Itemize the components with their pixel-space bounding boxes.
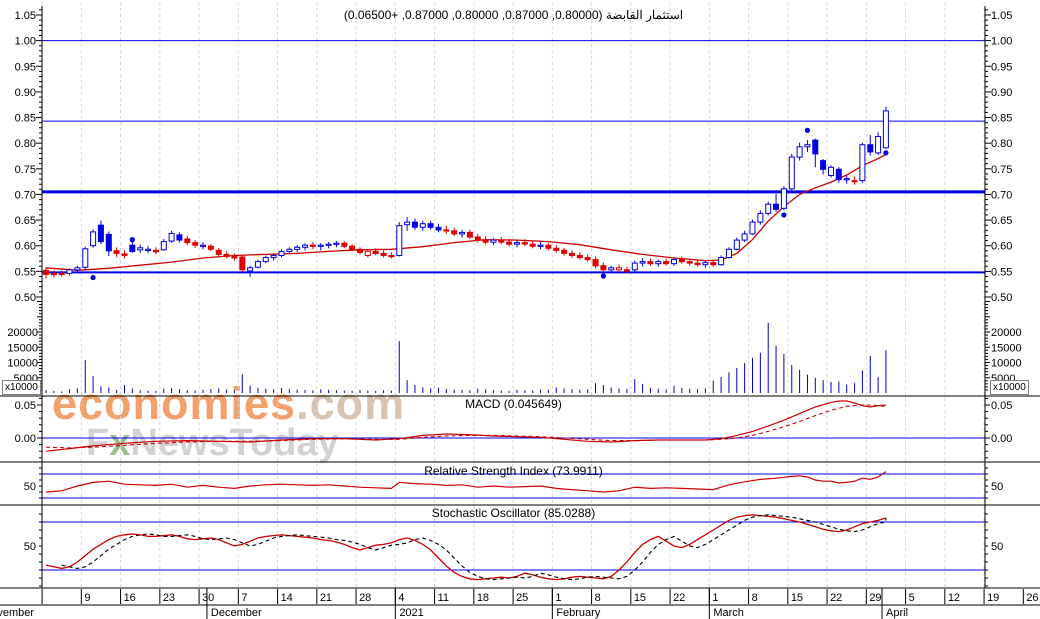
volume-axis-label-right: 15000	[991, 342, 1022, 354]
chart-title: استثمار القابضة (0.80000, 0.87000, 0.800…	[343, 8, 684, 22]
volume-scale-note-left: x10000	[2, 380, 41, 395]
stoch-k-line	[45, 514, 887, 581]
week-label: 25	[516, 592, 528, 604]
volume-axis-label-left: 20000	[7, 327, 38, 339]
week-label: 7	[241, 592, 247, 604]
macd-axis-label-left: 0.00	[15, 433, 36, 445]
stoch-pane-label: Stochastic Oscillator (85.0288)	[431, 506, 596, 520]
price-axis-label-left: 0.60	[15, 241, 36, 253]
macd-line	[45, 400, 886, 452]
week-label: 18	[477, 592, 489, 604]
month-label: November	[0, 607, 34, 619]
week-label: 9	[84, 592, 90, 604]
week-label: 22	[830, 592, 842, 604]
month-label: December	[211, 607, 262, 619]
week-label: 11	[438, 592, 449, 604]
price-axis-label-left: 1.05	[15, 10, 36, 22]
rsi-axis-label-right: 50	[991, 481, 1003, 493]
rsi-axis-label-left: 50	[24, 481, 36, 493]
week-label: 21	[320, 592, 332, 604]
week-label: 29	[869, 592, 881, 604]
macd-signal-line	[45, 404, 886, 449]
week-label: 28	[359, 592, 371, 604]
week-label: 19	[987, 592, 999, 604]
price-axis-label-left: 0.65	[15, 215, 36, 227]
stoch-axis-label-left: 50	[24, 541, 36, 553]
month-label: 2021	[399, 607, 423, 619]
month-label: April	[886, 607, 908, 619]
marker-dot	[600, 273, 607, 279]
stoch-d-line	[61, 514, 887, 581]
macd-axis-label-left: 0.05	[15, 400, 36, 412]
price-axis-label-left: 0.50	[15, 292, 36, 304]
week-label: 30	[202, 592, 214, 604]
week-label: 5	[909, 592, 915, 604]
volume-axis-label-right: 20000	[991, 327, 1022, 339]
volume-axis-label-left: 10000	[7, 358, 38, 370]
marker-dot	[804, 127, 811, 133]
week-label: 4	[398, 592, 404, 604]
stoch-axis-label-right: 50	[991, 541, 1003, 553]
price-axis-label-right: 0.90	[991, 87, 1012, 99]
volume-bars	[45, 322, 887, 393]
price-axis-label-left: 0.70	[15, 189, 36, 201]
price-axis-label-right: 0.85	[991, 113, 1012, 125]
marker-dot	[90, 274, 96, 281]
month-label: February	[556, 607, 601, 619]
marker-dot	[883, 150, 889, 156]
price-axis-label-right: 0.55	[991, 266, 1012, 278]
ma-line	[45, 153, 887, 271]
month-label: March	[713, 607, 744, 619]
week-label: 26	[1026, 592, 1038, 604]
price-axis-label-left: 1.00	[15, 36, 36, 48]
marker-dot	[129, 237, 135, 243]
price-axis-label-right: 1.05	[991, 10, 1012, 22]
price-axis-label-right: 0.80	[991, 138, 1012, 150]
rsi-pane-label: Relative Strength Index (73.9911)	[424, 464, 603, 478]
marker-dot	[781, 212, 787, 218]
price-axis-label-right: 0.95	[991, 61, 1012, 73]
week-label: 23	[163, 592, 175, 604]
week-label: 16	[124, 592, 136, 604]
volume-axis-label-right: 10000	[991, 358, 1022, 370]
price-axis-label-left: 0.90	[15, 87, 36, 99]
price-axis-label-right: 1.00	[991, 36, 1012, 48]
macd-axis-label-right: 0.00	[991, 433, 1012, 445]
price-axis-label-left: 0.85	[15, 113, 36, 125]
price-axis-label-left: 0.75	[15, 164, 36, 176]
week-label: 15	[634, 592, 646, 604]
candles-layer	[43, 106, 889, 279]
week-label: 1	[555, 592, 561, 604]
price-axis-label-left: 0.80	[15, 138, 36, 150]
macd-axis-label-right: 0.05	[991, 400, 1012, 412]
volume-axis-label-left: 15000	[7, 342, 38, 354]
price-axis-label-right: 0.50	[991, 292, 1012, 304]
price-axis-label-right: 0.70	[991, 189, 1012, 201]
week-label: 22	[673, 592, 685, 604]
week-label: 8	[595, 592, 601, 604]
week-label: 1	[712, 592, 718, 604]
week-label: 15	[791, 592, 803, 604]
week-label: 8	[752, 592, 758, 604]
rsi-line	[45, 471, 887, 493]
price-axis-label-right: 0.60	[991, 241, 1012, 253]
price-axis-label-left: 0.55	[15, 266, 36, 278]
price-axis-label-right: 0.65	[991, 215, 1012, 227]
macd-pane-label: MACD (0.045649)	[465, 397, 562, 411]
week-label: 12	[948, 592, 960, 604]
price-axis-label-left: 0.95	[15, 61, 36, 73]
volume-scale-note-right: x10000	[990, 380, 1029, 395]
price-axis-label-right: 0.75	[991, 164, 1012, 176]
week-label: 14	[281, 592, 293, 604]
